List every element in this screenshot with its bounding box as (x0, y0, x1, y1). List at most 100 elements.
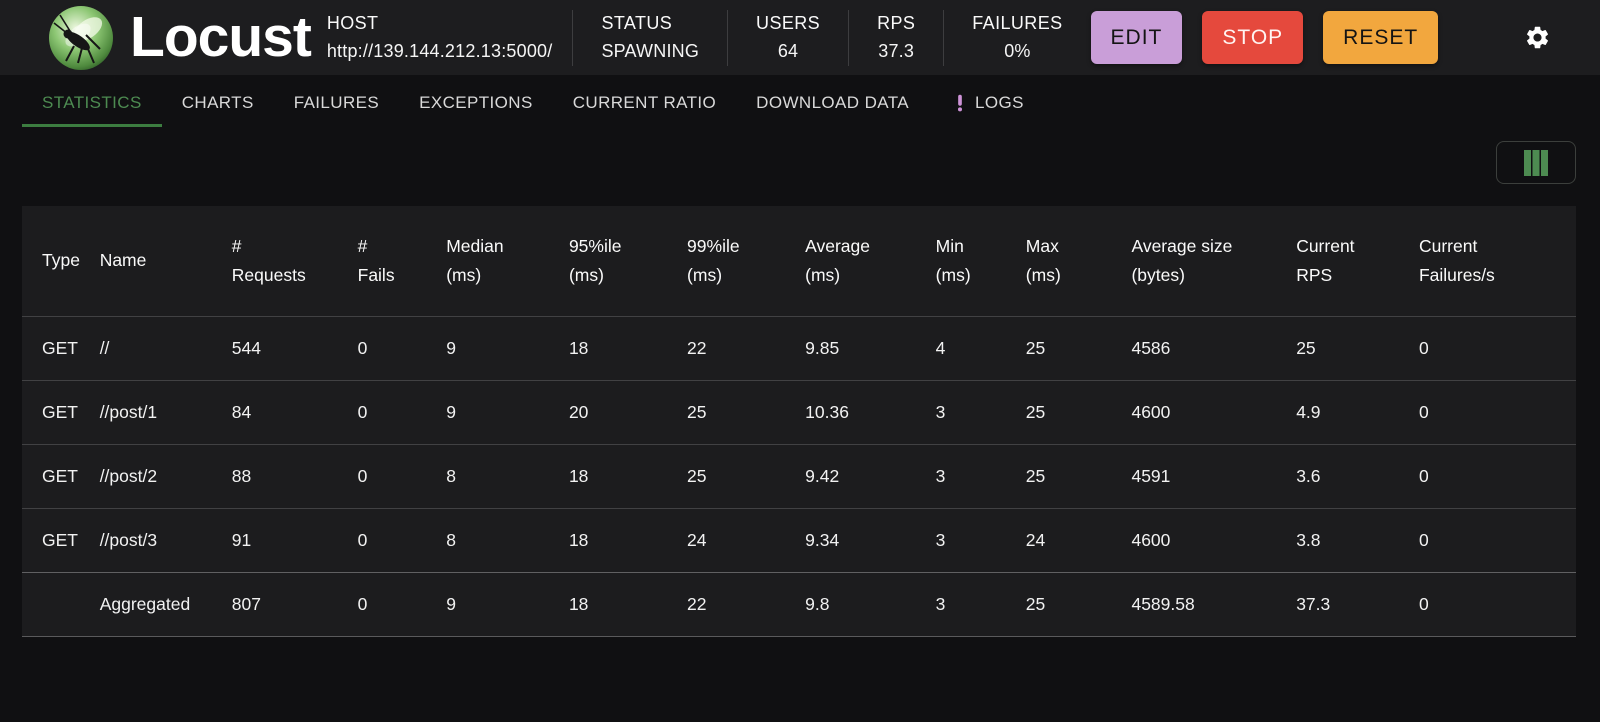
table-cell: 25 (687, 443, 806, 509)
table-cell: 25 (1296, 315, 1419, 381)
tab-label: FAILURES (293, 92, 380, 112)
status-block: STATUS SPAWNING (572, 9, 727, 66)
column-header[interactable]: Min (ms) (935, 236, 971, 285)
statistics-table: Type Name # Requests # Fails Median (ms) 95%i… (22, 206, 1576, 636)
failures-block: FAILURES 0% (943, 9, 1090, 66)
table-cell: 9.85 (805, 315, 936, 381)
table-cell: 22 (687, 571, 806, 636)
table-cell: 9.42 (805, 443, 936, 509)
table-cell: //post/1 (99, 379, 232, 445)
settings-button[interactable] (1524, 24, 1551, 51)
column-header[interactable]: # Fails (357, 236, 395, 285)
table-cell: 25 (1025, 379, 1132, 445)
table-cell: 8 (446, 443, 569, 509)
table-cell: 22 (687, 315, 806, 381)
tab-label: DOWNLOAD DATA (756, 92, 909, 112)
table-toolbar (22, 141, 1576, 184)
table-cell: 25 (1025, 443, 1132, 509)
table-cell: 0 (1418, 507, 1576, 573)
column-header[interactable]: Current Failures/s (1418, 236, 1495, 285)
table-row-aggregated: Aggregated 807 0 9 18 22 9.8 3 25 4589.58 37.3 0 (22, 571, 1576, 636)
column-header[interactable]: # Requests (231, 236, 306, 285)
table-cell: 0 (357, 443, 447, 509)
table-cell: 4586 (1131, 315, 1297, 381)
edit-button[interactable]: EDIT (1090, 11, 1183, 64)
table-cell: 9.8 (805, 571, 936, 636)
logo: Locust (48, 5, 312, 71)
table-cell: 18 (568, 315, 688, 381)
tab-logs[interactable]: LOGS (929, 81, 1044, 127)
table-cell: 10.36 (805, 379, 936, 445)
tab-label: EXCEPTIONS (419, 92, 533, 112)
column-header[interactable]: Type (42, 250, 80, 271)
tab-label: STATISTICS (42, 92, 142, 112)
table-row: GET//post/2 88 0 8 18 25 9.42 3 25 4591 3.6 0 (22, 443, 1576, 509)
tab-failures[interactable]: FAILURES (274, 81, 399, 127)
table-row: GET//544 0 9 18 22 9.85 4 25 4586 25 0 (22, 315, 1576, 381)
table-cell: 84 (231, 379, 358, 445)
table-cell: 0 (357, 571, 447, 636)
table-cell: 37.3 (1296, 571, 1419, 636)
tab-current-ratio[interactable]: CURRENT RATIO (553, 81, 736, 127)
app-title: Locust (130, 5, 312, 69)
host-block: HOST http://139.144.212.13:5000/ (327, 10, 553, 66)
table-cell: 4 (935, 315, 1026, 381)
column-header[interactable]: Average size (bytes) (1131, 236, 1233, 285)
gear-icon (1527, 26, 1549, 49)
tab-label: CURRENT RATIO (572, 92, 717, 112)
table-cell: 8 (446, 507, 569, 573)
columns-icon (1524, 149, 1548, 176)
status-label: STATUS (601, 12, 673, 33)
column-selector-button[interactable] (1496, 141, 1576, 184)
table-row: GET//post/3 91 0 8 18 24 9.34 3 24 4600 3.8 0 (22, 507, 1576, 573)
tab-download-data[interactable]: DOWNLOAD DATA (736, 81, 929, 127)
column-header[interactable]: 95%ile (ms) (568, 236, 622, 285)
stop-button[interactable]: STOP (1202, 11, 1304, 64)
table-cell: 3.6 (1296, 443, 1419, 509)
table-cell: GET (22, 315, 100, 381)
table-cell: 25 (1025, 315, 1132, 381)
tab-statistics[interactable]: STATISTICS (22, 81, 162, 127)
table-cell: 4.9 (1296, 379, 1419, 445)
users-value: 64 (777, 40, 799, 61)
tab-exceptions[interactable]: EXCEPTIONS (399, 81, 553, 127)
table-cell: 3 (935, 379, 1026, 445)
table-cell: 4600 (1131, 379, 1297, 445)
table-cell: 18 (568, 571, 688, 636)
table-cell: GET (22, 379, 100, 445)
tab-bar: STATISTICS CHARTS FAILURES EXCEPTIONS CU… (0, 75, 1600, 127)
column-header[interactable]: Median (ms) (446, 236, 504, 285)
header-buttons: EDIT STOP RESET (1090, 11, 1439, 64)
table-cell: 0 (357, 507, 447, 573)
table-cell: 807 (231, 571, 358, 636)
exclamation-icon (949, 92, 971, 114)
table-cell: // (99, 315, 232, 381)
table-cell: GET (22, 443, 100, 509)
table-cell: 3 (935, 443, 1026, 509)
table-cell: 25 (1025, 571, 1132, 636)
column-header[interactable]: Average (ms) (805, 236, 871, 285)
table-cell: 0 (1418, 315, 1576, 381)
table-cell: 91 (231, 507, 358, 573)
stats-table-body: GET//544 0 9 18 22 9.85 4 25 4586 25 0 GET//post/1 8… (22, 315, 1576, 636)
rps-block: RPS 37.3 (848, 9, 943, 66)
table-cell: 18 (568, 443, 688, 509)
table-cell: 18 (568, 507, 688, 573)
table-cell: 0 (1418, 571, 1576, 636)
tab-charts[interactable]: CHARTS (162, 81, 274, 127)
statistics-table-card: Type Name # Requests # Fails Median (ms) 95%i… (22, 206, 1576, 637)
column-header[interactable]: Max (ms) (1025, 236, 1061, 285)
users-label: USERS (756, 12, 821, 33)
table-cell: 9 (446, 571, 569, 636)
reset-button[interactable]: RESET (1323, 11, 1439, 64)
table-cell: 9 (446, 379, 569, 445)
table-cell: 4600 (1131, 507, 1297, 573)
column-header[interactable]: 99%ile (ms) (687, 236, 740, 285)
column-header[interactable]: Current RPS (1296, 236, 1355, 285)
table-cell: 0 (357, 379, 447, 445)
tab-label: LOGS (975, 92, 1024, 112)
users-block: USERS 64 (727, 9, 848, 66)
table-cell: //post/3 (99, 507, 232, 573)
column-header[interactable]: Name (99, 250, 147, 271)
table-row: GET//post/1 84 0 9 20 25 10.36 3 25 4600 4.9 0 (22, 379, 1576, 445)
